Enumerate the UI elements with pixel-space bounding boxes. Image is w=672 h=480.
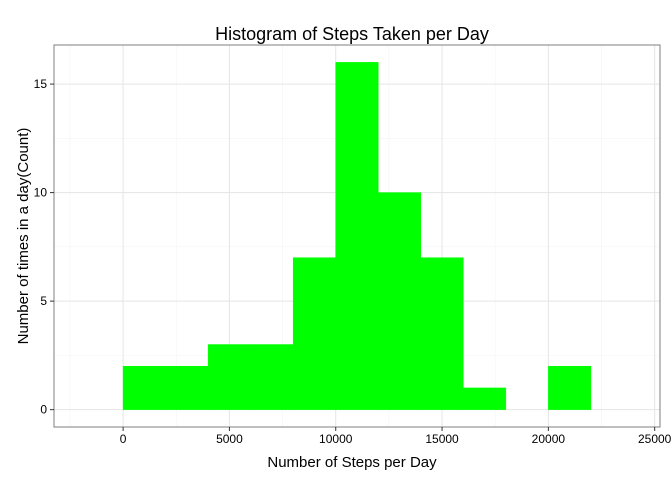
panel-border (53, 44, 661, 428)
y-axis-ticks: 0 5 10 15 (34, 77, 54, 417)
histogram-bar (420, 257, 464, 410)
chart-title: Histogram of Steps Taken per Day (215, 24, 489, 44)
y-axis-title: Number of times in a day(Count) (15, 128, 32, 345)
x-tick-label: 25000 (638, 432, 672, 446)
histogram-bar (250, 344, 294, 410)
y-tick-label: 0 (40, 403, 47, 417)
x-tick-label: 20000 (532, 432, 566, 446)
histogram-bar (463, 387, 507, 410)
histogram-bar (335, 62, 379, 410)
histogram-bar (378, 192, 422, 410)
histogram-bar (207, 344, 251, 410)
x-tick-label: 10000 (319, 432, 353, 446)
x-axis-ticks: 0 5000 10000 15000 20000 25000 (120, 427, 672, 446)
histogram-bar (292, 257, 336, 410)
histogram-bars (122, 62, 592, 410)
x-axis-title: Number of Steps per Day (267, 454, 437, 471)
y-tick-label: 15 (34, 77, 48, 91)
histogram-bar (548, 365, 592, 410)
histogram-bar (165, 365, 209, 410)
x-tick-label: 15000 (425, 432, 459, 446)
histogram-bar (122, 365, 166, 410)
x-tick-label: 5000 (216, 432, 243, 446)
y-tick-label: 5 (40, 294, 47, 308)
x-tick-label: 0 (120, 432, 127, 446)
y-tick-label: 10 (34, 186, 48, 200)
